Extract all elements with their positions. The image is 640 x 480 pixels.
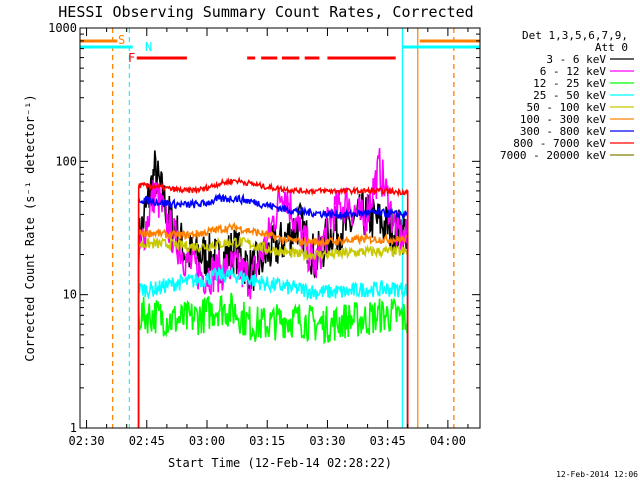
x-tick-label: 03:15 [249, 434, 285, 448]
legend-label: 3 - 6 keV [546, 53, 606, 66]
flare-marker-label: F [128, 51, 135, 65]
series-line [137, 267, 409, 428]
x-tick-label: 03:45 [370, 434, 406, 448]
legend-label: 50 - 100 keV [527, 101, 607, 114]
saa-marker-label: S [118, 33, 125, 47]
x-tick-label: 02:30 [68, 434, 104, 448]
legend-label: 12 - 25 keV [533, 77, 606, 90]
series-line [137, 148, 409, 428]
legend-label: 6 - 12 keV [540, 65, 607, 78]
legend-label: 25 - 50 keV [533, 89, 606, 102]
legend-label: 300 - 800 keV [520, 125, 606, 138]
x-tick-label: 03:00 [189, 434, 225, 448]
series-line [137, 176, 409, 428]
y-tick-label: 100 [55, 154, 77, 168]
y-tick-label: 10 [63, 288, 77, 302]
x-tick-label: 02:45 [129, 434, 165, 448]
y-axis-label: Corrected Count Rate (s⁻¹ detector⁻¹) [23, 94, 37, 361]
x-tick-label: 04:00 [430, 434, 466, 448]
plot-frame [79, 27, 481, 429]
legend-header: Att 0 [595, 41, 628, 54]
x-axis-label: Start Time (12-Feb-14 02:28:22) [168, 456, 392, 470]
y-tick-label: 1 [70, 421, 77, 435]
x-tick-label: 03:30 [309, 434, 345, 448]
chart-title: HESSI Observing Summary Count Rates, Cor… [58, 3, 473, 21]
series-line [137, 222, 409, 428]
timestamp: 12-Feb-2014 12:06 [556, 470, 638, 479]
y-tick-label: 1000 [48, 21, 77, 35]
series-line [137, 292, 409, 428]
legend-label: 100 - 300 keV [520, 113, 606, 126]
legend-label: 7000 - 20000 keV [500, 149, 606, 162]
series-line [137, 192, 409, 428]
night-marker-label: N [145, 40, 152, 54]
legend-header: Det 1,3,5,6,7,9, [522, 29, 628, 42]
series-line [137, 235, 409, 428]
legend-label: 800 - 7000 keV [513, 137, 606, 150]
